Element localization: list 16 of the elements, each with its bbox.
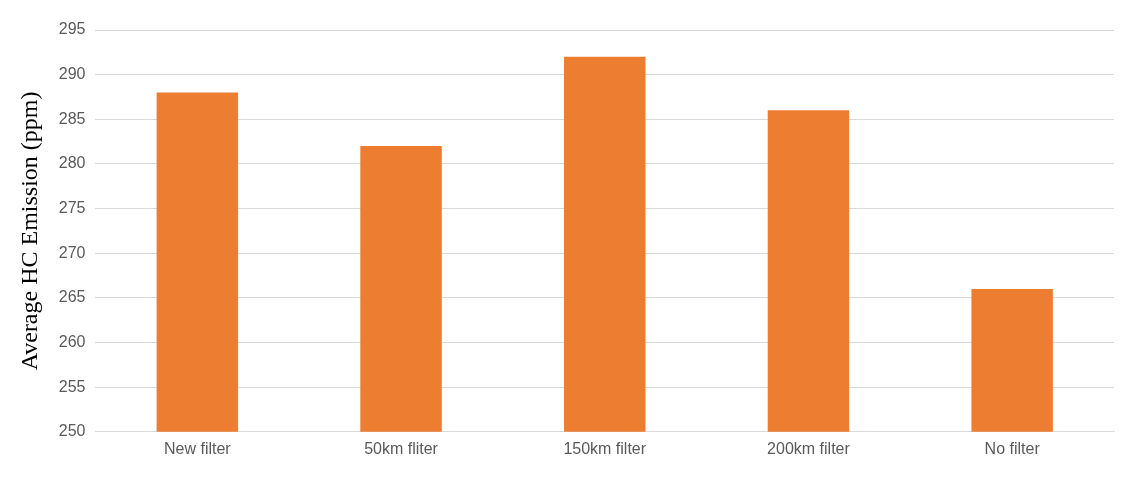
y-tick-label: 255 bbox=[58, 377, 86, 395]
y-tick-label: 270 bbox=[58, 243, 86, 261]
y-tick-label: 285 bbox=[58, 109, 86, 127]
x-tick-label: No filter bbox=[984, 439, 1041, 457]
x-tick-label: 50km fliter bbox=[364, 439, 439, 457]
y-tick-label: 280 bbox=[58, 154, 86, 172]
y-tick-label: 260 bbox=[58, 332, 86, 350]
x-tick-label: New filter bbox=[164, 439, 232, 457]
x-tick-label: 150km filter bbox=[563, 439, 647, 457]
y-tick-label: 250 bbox=[58, 422, 86, 440]
y-tick-label: 290 bbox=[58, 65, 86, 83]
x-tick-label: 200km filter bbox=[767, 439, 851, 457]
y-axis-title: Average HC Emission (ppm) bbox=[15, 91, 42, 371]
y-tick-label: 265 bbox=[58, 288, 86, 306]
y-tick-label: 295 bbox=[58, 20, 86, 38]
y-tick-label: 275 bbox=[58, 198, 86, 216]
